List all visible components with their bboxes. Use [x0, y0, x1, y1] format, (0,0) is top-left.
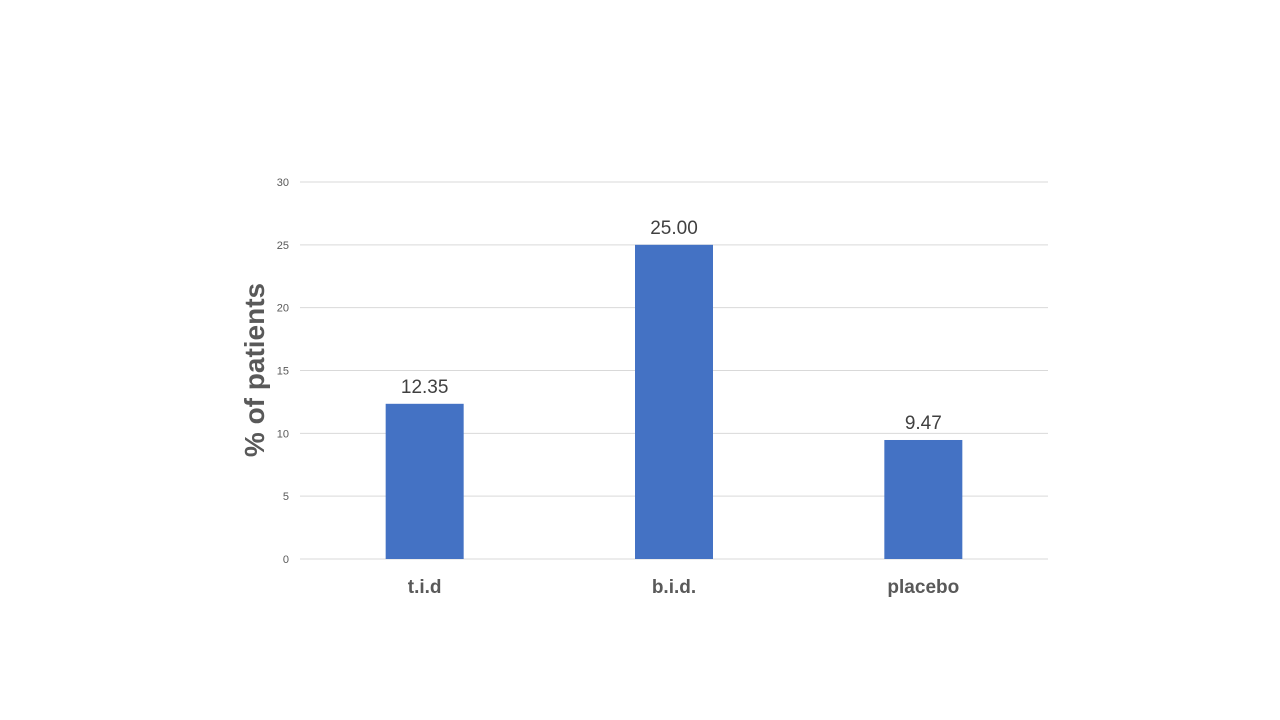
data-label: 12.35	[401, 377, 449, 398]
y-tick-label: 15	[277, 366, 289, 378]
data-label: 25.00	[650, 218, 698, 239]
y-axis-ticks: 0 5 10 15 20 25 30	[277, 177, 289, 566]
x-tick-label: t.i.d	[408, 577, 442, 598]
bars	[385, 244, 963, 560]
x-tick-label: placebo	[887, 577, 959, 598]
y-tick-label: 10	[277, 428, 289, 440]
y-tick-label: 30	[277, 177, 289, 189]
bar-t-i-d	[385, 403, 464, 559]
bar-placebo	[884, 439, 963, 559]
data-label: 9.47	[905, 413, 942, 434]
x-axis-ticks: t.i.d b.i.d. placebo	[408, 577, 959, 598]
x-tick-label: b.i.d.	[652, 577, 696, 598]
bar-b-i-d	[635, 244, 713, 560]
y-tick-label: 25	[277, 240, 289, 252]
y-axis-label: % of patients	[239, 283, 270, 457]
y-tick-label: 5	[283, 491, 289, 503]
y-tick-label: 20	[277, 303, 289, 315]
data-labels: 12.35 25.00 9.47	[401, 218, 942, 434]
y-tick-label: 0	[283, 554, 289, 566]
